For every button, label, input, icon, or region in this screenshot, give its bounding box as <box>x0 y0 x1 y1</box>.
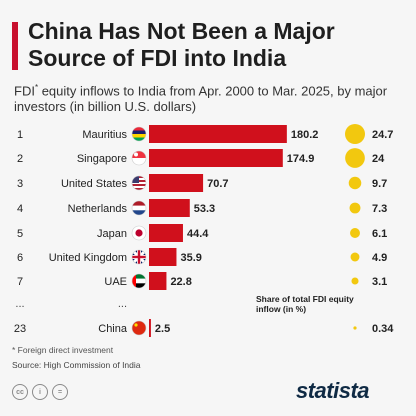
united-states-flag-icon <box>131 175 147 191</box>
bar <box>149 272 167 290</box>
netherlands-flag-icon <box>131 200 147 216</box>
share-bubble <box>351 277 359 285</box>
rank-label: 5 <box>17 228 23 240</box>
share-bubble <box>350 252 360 262</box>
bar-value-label: 70.7 <box>207 178 228 190</box>
title-accent-bar <box>12 22 18 70</box>
share-bubble <box>345 124 365 144</box>
share-value-label: 24.7 <box>372 129 393 141</box>
rank-label: 23 <box>14 323 26 335</box>
bar <box>149 224 183 242</box>
share-value-label: 9.7 <box>372 178 387 190</box>
uae-flag-icon <box>131 273 147 289</box>
chart-title: China Has Not Been a Major Source of FDI… <box>28 18 335 71</box>
rank-label: 2 <box>17 153 23 165</box>
statista-logo[interactable]: statista <box>296 378 370 403</box>
ellipsis-label: ... <box>15 298 24 310</box>
country-label: China <box>98 323 128 335</box>
united-kingdom-flag-icon <box>131 249 147 265</box>
country-label: UAE <box>104 276 127 288</box>
fdi-bar-chart: 1 Mauritius 180.2 24.7 2 Singapore 174.9 24 3 Uni… <box>14 124 394 337</box>
share-bubble <box>349 202 361 214</box>
bar <box>149 199 190 217</box>
country-label: United Kingdom <box>49 252 127 264</box>
country-label: Singapore <box>77 153 127 165</box>
rank-label: 7 <box>17 276 23 288</box>
rank-label: 4 <box>17 203 23 215</box>
bar-value-label: 44.4 <box>187 228 209 240</box>
bar <box>149 174 204 192</box>
source-note: Source: High Commission of India <box>12 360 141 370</box>
rank-label: 1 <box>17 129 23 141</box>
bar <box>149 248 177 266</box>
bar-value-label: 174.9 <box>287 153 315 165</box>
country-label: Japan <box>97 228 127 240</box>
share-bubble <box>353 326 357 330</box>
subtitle-rest: equity inflows to India from Apr. 2000 t… <box>14 83 388 115</box>
bar-value-label: 2.5 <box>155 323 170 335</box>
singapore-flag-icon <box>131 150 147 166</box>
bar <box>149 149 283 167</box>
country-label: Netherlands <box>68 203 128 215</box>
rank-label: 6 <box>17 252 23 264</box>
license-icons: cc i = <box>12 384 68 400</box>
share-value-label: 0.34 <box>372 323 394 335</box>
bar <box>149 319 151 337</box>
country-label: Mauritius <box>82 129 127 141</box>
bar-value-label: 180.2 <box>291 129 319 141</box>
bar-value-label: 53.3 <box>194 203 215 215</box>
share-bubble <box>348 176 362 190</box>
share-bubble <box>345 148 365 168</box>
china-flag-icon <box>131 320 147 336</box>
bar <box>149 125 287 143</box>
japan-flag-icon <box>131 225 147 241</box>
share-value-label: 24 <box>372 153 385 165</box>
country-label: United States <box>61 178 128 190</box>
rank-label: 3 <box>17 178 23 190</box>
share-legend-label: Share of total FDI equity inflow (in %) <box>256 294 354 314</box>
bar-value-label: 35.9 <box>180 252 201 264</box>
footnote: * Foreign direct investment <box>12 345 114 355</box>
share-value-label: 7.3 <box>372 203 387 215</box>
equals-icon[interactable]: = <box>52 384 68 400</box>
chart-subtitle: FDI* equity inflows to India from Apr. 2… <box>14 80 409 115</box>
subtitle-lead: FDI <box>14 83 35 99</box>
mauritius-flag-icon <box>131 126 147 142</box>
share-bubble <box>350 228 360 238</box>
share-value-label: 3.1 <box>372 276 387 288</box>
ellipsis-label: ... <box>118 298 127 310</box>
person-icon[interactable]: i <box>32 384 48 400</box>
subtitle-footnote-marker: * <box>34 83 39 92</box>
share-value-label: 4.9 <box>372 252 387 264</box>
cc-icon[interactable]: cc <box>12 384 28 400</box>
bar-value-label: 22.8 <box>170 276 191 288</box>
share-value-label: 6.1 <box>372 228 387 240</box>
